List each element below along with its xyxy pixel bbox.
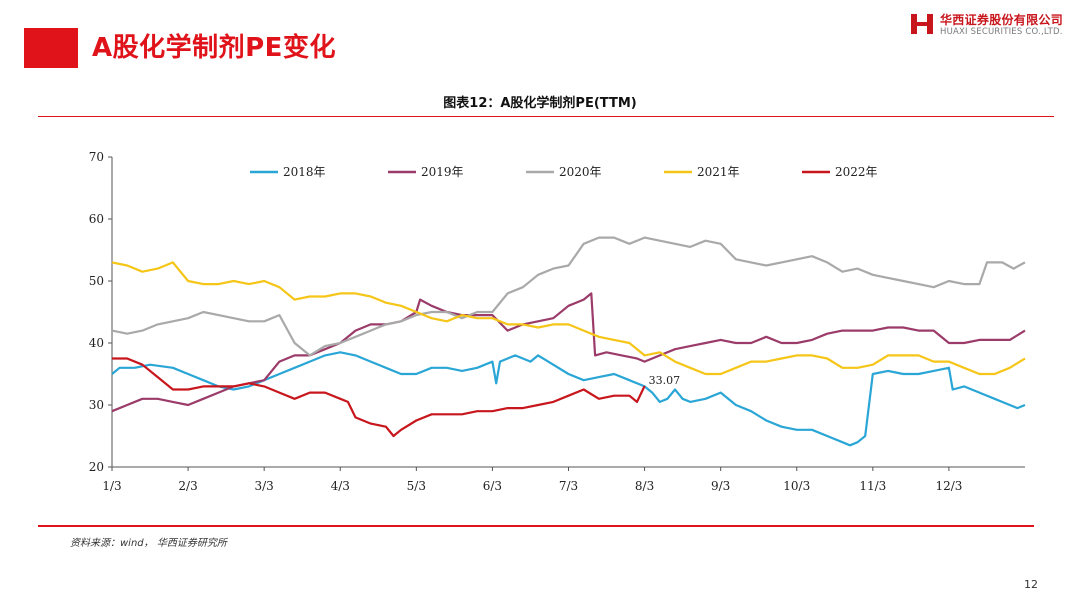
- x-tick-label: 11/3: [859, 479, 886, 493]
- series-line-2: [111, 292, 1026, 413]
- legend-label: 2021年: [697, 165, 740, 179]
- y-tick-label: 50: [89, 274, 104, 288]
- chart-axes: 20 30 40 50 60 70 1/3 2/3 3/3 4/3 5/3 6/3 7/3 8/3 9/3 1…: [89, 150, 1025, 493]
- huaxi-logo-icon: [911, 14, 933, 34]
- y-tick-label: 40: [89, 336, 104, 350]
- legend-label: 2022年: [835, 165, 878, 179]
- series-line-4: [111, 261, 1026, 376]
- x-tick-label: 10/3: [783, 479, 810, 493]
- title-accent-block: [24, 28, 78, 68]
- x-tick-label: 5/3: [407, 479, 426, 493]
- y-tick-label: 20: [89, 460, 104, 474]
- chart-annotations: 33.07: [649, 374, 681, 387]
- page-title: A股化学制剂PE变化: [92, 33, 336, 63]
- x-tick-label: 4/3: [331, 479, 350, 493]
- x-tick-label: 2/3: [178, 479, 197, 493]
- logo-company-name-en: HUAXI SECURITIES CO.,LTD.: [940, 27, 1063, 37]
- x-tick-label: 3/3: [255, 479, 274, 493]
- legend-label: 2018年: [283, 165, 326, 179]
- company-logo: 华西证券股份有限公司 HUAXI SECURITIES CO.,LTD.: [910, 10, 1072, 40]
- x-tick-label: 8/3: [635, 479, 654, 493]
- y-tick-label: 60: [89, 212, 104, 226]
- x-tick-label: 1/3: [102, 479, 121, 493]
- page-number: 12: [1024, 578, 1038, 591]
- x-tick-label: 12/3: [935, 479, 962, 493]
- legend-label: 2019年: [421, 165, 464, 179]
- y-tick-label: 30: [89, 398, 104, 412]
- source-note: 资料来源：wind， 华西证券研究所: [70, 538, 227, 549]
- y-tick-label: 70: [89, 150, 104, 164]
- chart-series: [111, 236, 1026, 447]
- series-line-1: [111, 351, 1026, 447]
- series-line-5: [112, 357, 646, 438]
- chart-title: 图表12：A股化学制剂PE(TTM): [443, 96, 637, 111]
- annotation-label: 33.07: [649, 374, 681, 387]
- x-tick-label: 7/3: [559, 479, 578, 493]
- series-line-3: [111, 236, 1026, 357]
- chart-legend: 2018年 2019年 2020年 2021年 2022年: [250, 165, 878, 179]
- logo-company-name: 华西证券股份有限公司: [940, 13, 1064, 27]
- x-tick-label: 9/3: [711, 479, 730, 493]
- x-tick-label: 6/3: [483, 479, 502, 493]
- legend-label: 2020年: [559, 165, 602, 179]
- top-divider: [38, 116, 1054, 117]
- bottom-divider: [38, 525, 1034, 527]
